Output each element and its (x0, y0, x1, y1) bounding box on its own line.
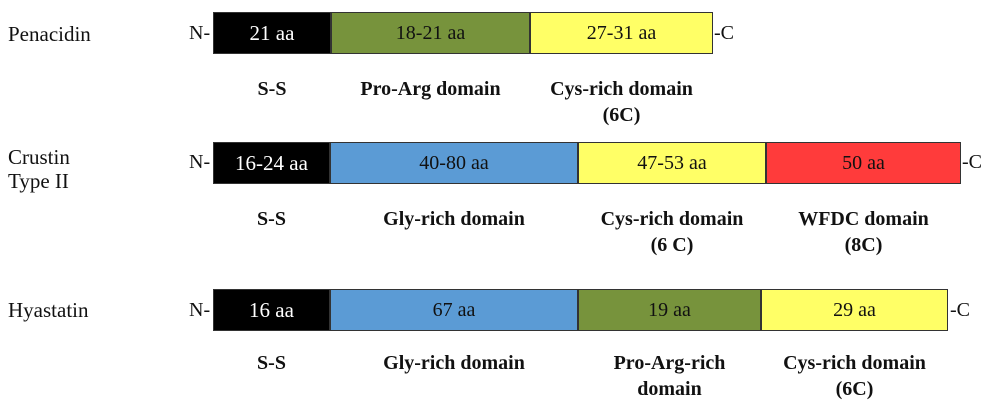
domain-label-gly-rich: Gly-rich domain (383, 208, 525, 230)
domain-label-line: Pro-Arg-rich (613, 352, 726, 374)
protein-name-line2: Type II (8, 169, 69, 193)
domain-label-s-s: S-S (257, 208, 286, 230)
protein-name-crustin: Crustin Type II (8, 145, 70, 193)
protein-name-penacidin: Penacidin (8, 22, 91, 46)
segment-cys-rich: 27-31 aa (530, 12, 713, 54)
domain-label-wfdc: WFDC domain (8C) (766, 206, 961, 258)
n-terminus: N- (189, 22, 211, 44)
domain-label-sub: (8C) (844, 234, 883, 256)
domain-label-cys-rich: Cys-rich domain (6C) (761, 350, 948, 402)
domain-label-sub: (6 C) (650, 234, 694, 256)
domain-label-cys-rich: Cys-rich domain (6C) (530, 76, 713, 128)
domain-label-line: Cys-rich domain (550, 78, 693, 100)
segment-signal-peptide: 21 aa (213, 12, 331, 54)
domain-label-s-s: S-S (257, 78, 287, 100)
n-terminus: N- (189, 299, 211, 321)
segment-pro-arg: 18-21 aa (331, 12, 530, 54)
c-terminus: -C (950, 299, 970, 321)
domain-label-pro-arg-rich: Pro-Arg-rich domain (578, 350, 761, 402)
segment-pro-arg-rich: 19 aa (578, 289, 761, 331)
protein-name-hyastatin: Hyastatin (8, 298, 89, 322)
domain-label-sub: (6C) (602, 104, 641, 126)
segment-signal-peptide: 16 aa (213, 289, 330, 331)
segment-gly-rich: 40-80 aa (330, 142, 578, 184)
segment-wfdc: 50 aa (766, 142, 961, 184)
domain-label-line: Cys-rich domain (600, 208, 744, 230)
domain-label-sub: (6C) (835, 378, 874, 400)
c-terminus: -C (962, 151, 982, 173)
domain-label-s-s: S-S (257, 352, 286, 374)
domain-label-cys-rich: Cys-rich domain (6 C) (578, 206, 766, 258)
domain-label-sub: domain (637, 378, 702, 400)
segment-cys-rich: 47-53 aa (578, 142, 766, 184)
segment-gly-rich: 67 aa (330, 289, 578, 331)
segment-cys-rich: 29 aa (761, 289, 948, 331)
domain-label-line: WFDC domain (798, 208, 929, 230)
domain-label-pro-arg: Pro-Arg domain (360, 78, 501, 100)
segment-signal-peptide: 16-24 aa (213, 142, 330, 184)
n-terminus: N- (189, 151, 211, 173)
c-terminus: -C (714, 22, 734, 44)
protein-name-line1: Crustin (8, 145, 70, 169)
domain-label-line: Cys-rich domain (783, 352, 926, 374)
domain-label-gly-rich: Gly-rich domain (383, 352, 525, 374)
